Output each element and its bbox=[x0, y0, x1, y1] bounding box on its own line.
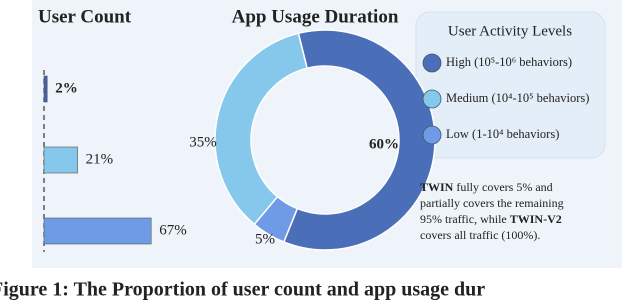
legend-marker bbox=[422, 53, 442, 73]
bar bbox=[43, 146, 78, 174]
value-label: 60% bbox=[369, 136, 399, 152]
value-label: 5% bbox=[255, 231, 275, 247]
bar bbox=[43, 75, 48, 103]
note-text: fully covers 5% and bbox=[453, 180, 552, 194]
note-text: 95% traffic, while bbox=[420, 212, 510, 226]
note-line: covers all traffic (100%). bbox=[420, 228, 540, 242]
note-line: partially covers the remaining bbox=[420, 196, 564, 210]
chart-title: User Count bbox=[38, 6, 132, 27]
value-label: 67% bbox=[159, 222, 187, 238]
note-text: TWIN-V2 bbox=[510, 212, 562, 226]
chart-title: App Usage Duration bbox=[232, 6, 399, 27]
legend-label: Low (1-10⁴ behaviors) bbox=[446, 127, 559, 141]
caption: Figure 1: The Proportion of user count a… bbox=[0, 279, 485, 301]
note-text: TWIN bbox=[420, 180, 454, 194]
note-line: 95% traffic, while TWIN-V2 bbox=[420, 212, 562, 226]
note-text: covers all traffic (100%). bbox=[420, 228, 540, 242]
note-line: TWIN fully covers 5% and bbox=[420, 180, 553, 194]
value-label: 35% bbox=[189, 134, 217, 150]
value-label: 21% bbox=[86, 151, 114, 167]
value-label: 2% bbox=[55, 80, 77, 96]
donut-segment bbox=[214, 32, 309, 226]
legend-label: Medium (10⁴-10⁵ behaviors) bbox=[446, 91, 589, 105]
legend-marker bbox=[422, 89, 442, 109]
note-text: partially covers the remaining bbox=[420, 196, 564, 210]
bar bbox=[43, 217, 152, 245]
legend-title: User Activity Levels bbox=[448, 23, 572, 39]
legend-label: High (10⁵-10⁶ behaviors) bbox=[446, 55, 572, 69]
donut-segment bbox=[282, 29, 436, 251]
legend-marker bbox=[422, 125, 442, 145]
